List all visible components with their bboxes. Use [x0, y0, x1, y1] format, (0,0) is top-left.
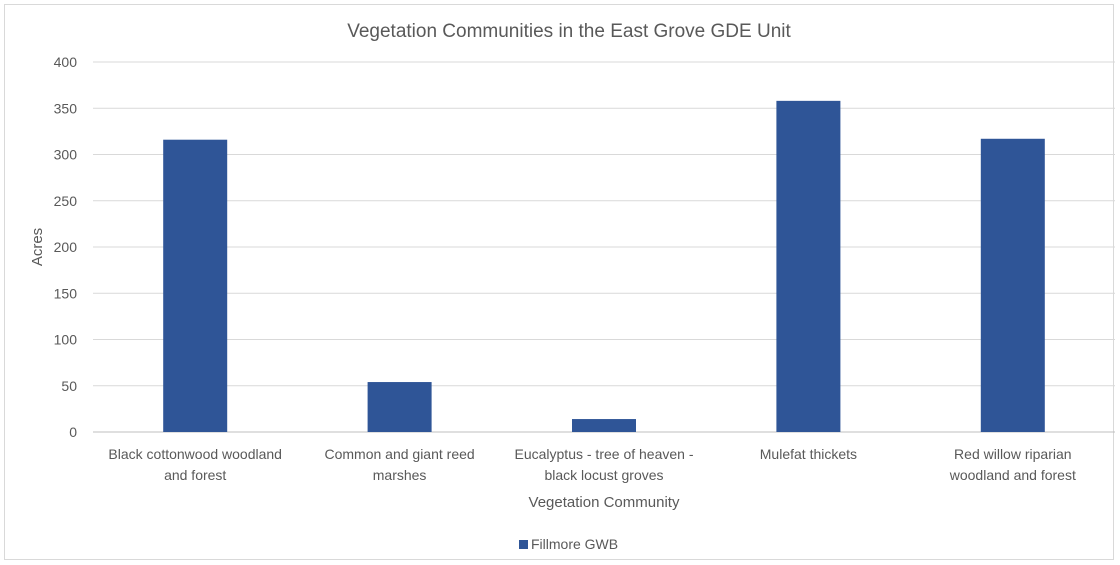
- bars: [163, 100, 1045, 432]
- x-tick-label: Red willow riparian: [954, 446, 1072, 462]
- x-tick-label: and forest: [164, 467, 226, 483]
- y-tick-label: 150: [54, 285, 78, 301]
- x-tick-label: Eucalyptus - tree of heaven -: [515, 446, 694, 462]
- bar: [163, 139, 228, 432]
- bar: [572, 419, 636, 432]
- x-tick-label: Common and giant reed: [324, 446, 474, 462]
- x-tick-label: Mulefat thickets: [760, 446, 857, 462]
- x-tick-label: black locust groves: [544, 467, 663, 483]
- x-tick-label: woodland and forest: [949, 467, 1076, 483]
- y-tick-label: 200: [54, 239, 78, 255]
- y-tick-label: 100: [54, 332, 78, 348]
- bar: [980, 138, 1045, 432]
- bar: [367, 382, 432, 432]
- legend-swatch: [519, 540, 528, 549]
- x-tick-label: Black cottonwood woodland: [108, 446, 282, 462]
- gridlines: [93, 61, 1115, 433]
- y-tick-label: 50: [61, 378, 77, 394]
- y-tick-label: 0: [69, 424, 77, 440]
- y-axis-label: Acres: [29, 228, 46, 266]
- y-axis-ticks: 0 50 100 150 200 250 300 350 400: [54, 54, 78, 440]
- legend: Fillmore GWB: [519, 536, 618, 552]
- x-tick-label: marshes: [373, 467, 427, 483]
- x-axis-ticks: Black cottonwood woodland and forest Commo…: [108, 446, 1076, 483]
- chart-title: Vegetation Communities in the East Grove…: [347, 21, 791, 42]
- y-tick-label: 300: [54, 147, 78, 163]
- y-tick-label: 350: [54, 100, 78, 116]
- y-tick-label: 400: [54, 54, 78, 70]
- legend-label: Fillmore GWB: [531, 536, 618, 552]
- bar: [776, 100, 841, 432]
- x-axis-label: Vegetation Community: [529, 494, 680, 511]
- y-tick-label: 250: [54, 193, 78, 209]
